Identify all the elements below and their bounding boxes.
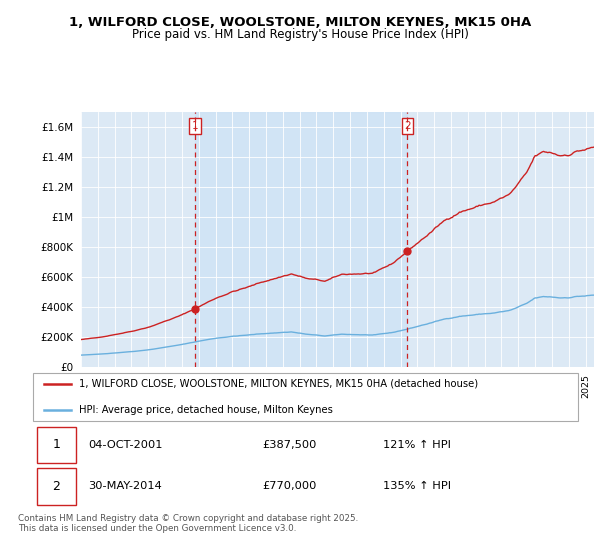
Text: £387,500: £387,500 [262, 440, 316, 450]
FancyBboxPatch shape [37, 468, 76, 505]
Text: 2: 2 [53, 480, 61, 493]
Text: HPI: Average price, detached house, Milton Keynes: HPI: Average price, detached house, Milt… [79, 405, 332, 415]
Text: £770,000: £770,000 [262, 482, 316, 491]
Text: 04-OCT-2001: 04-OCT-2001 [88, 440, 163, 450]
Text: 1: 1 [192, 121, 199, 131]
Text: 1: 1 [53, 438, 61, 451]
Text: 1, WILFORD CLOSE, WOOLSTONE, MILTON KEYNES, MK15 0HA (detached house): 1, WILFORD CLOSE, WOOLSTONE, MILTON KEYN… [79, 379, 478, 389]
FancyBboxPatch shape [33, 373, 578, 421]
Bar [195, 112, 407, 367]
Text: 135% ↑ HPI: 135% ↑ HPI [383, 482, 451, 491]
Text: Price paid vs. HM Land Registry's House Price Index (HPI): Price paid vs. HM Land Registry's House … [131, 28, 469, 41]
Text: 121% ↑ HPI: 121% ↑ HPI [383, 440, 451, 450]
Text: Contains HM Land Registry data © Crown copyright and database right 2025.
This d: Contains HM Land Registry data © Crown c… [18, 514, 358, 533]
Text: 30-MAY-2014: 30-MAY-2014 [88, 482, 162, 491]
FancyBboxPatch shape [37, 427, 76, 463]
Text: 1, WILFORD CLOSE, WOOLSTONE, MILTON KEYNES, MK15 0HA: 1, WILFORD CLOSE, WOOLSTONE, MILTON KEYN… [69, 16, 531, 29]
Text: 2: 2 [404, 121, 411, 131]
